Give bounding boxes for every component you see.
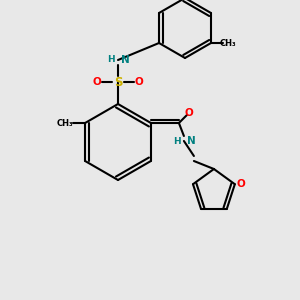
Text: O: O <box>184 108 193 118</box>
Text: S: S <box>114 76 122 88</box>
Text: N: N <box>121 55 130 65</box>
Text: O: O <box>236 179 245 189</box>
Text: O: O <box>93 77 101 87</box>
Text: H: H <box>107 56 115 64</box>
Text: CH₃: CH₃ <box>57 118 74 127</box>
Text: N: N <box>187 136 196 146</box>
Text: H: H <box>173 136 181 146</box>
Text: O: O <box>135 77 143 87</box>
Text: CH₃: CH₃ <box>220 38 236 47</box>
